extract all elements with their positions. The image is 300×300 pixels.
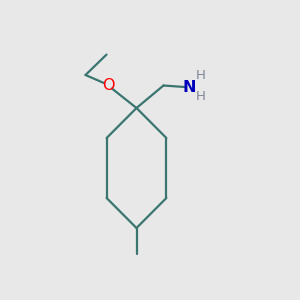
- Text: N: N: [182, 80, 196, 94]
- Text: O: O: [102, 78, 114, 93]
- Text: H: H: [196, 90, 205, 104]
- Text: H: H: [196, 69, 205, 82]
